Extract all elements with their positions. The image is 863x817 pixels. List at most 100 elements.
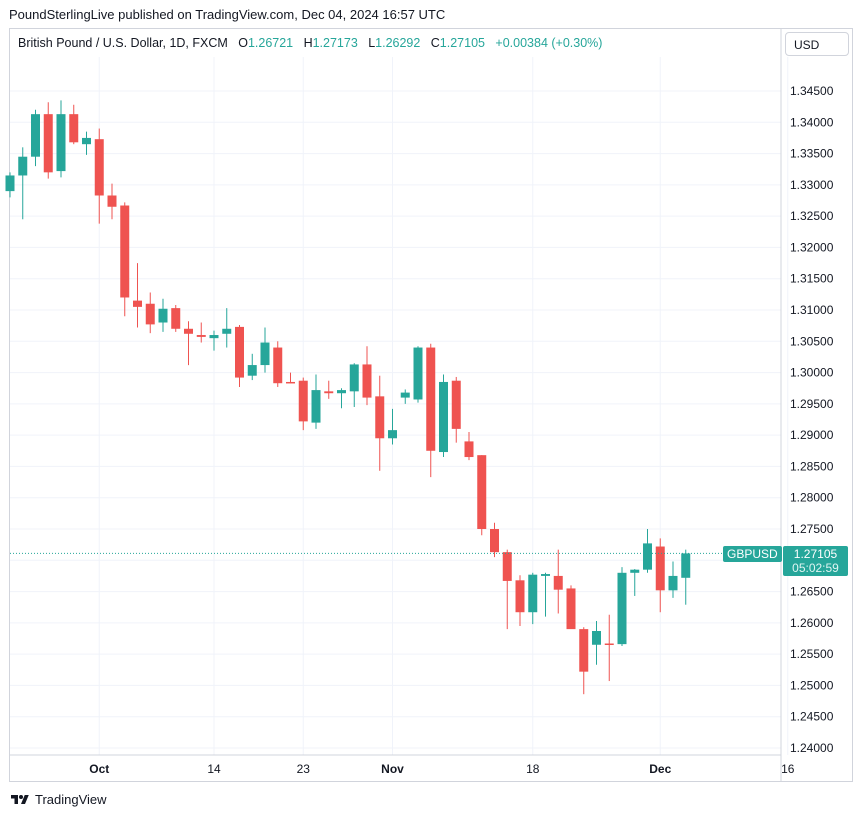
candle-body — [82, 137, 91, 145]
price-axis: 1.24000 1.24500 1.25000 1.25500 1.26000 1.265… — [780, 28, 834, 782]
candle-body — [286, 381, 295, 384]
grid-lines — [10, 57, 789, 755]
bar-countdown: 05:02:59 — [792, 561, 839, 575]
candle-body — [362, 364, 372, 398]
low-value: 1.26292 — [375, 36, 421, 50]
price-tick-label: 1.33000 — [790, 178, 834, 192]
candle-body — [196, 335, 206, 337]
candle-body — [426, 347, 436, 451]
price-tick-label: 1.31500 — [790, 272, 834, 286]
price-tick-label: 1.31000 — [790, 303, 834, 317]
price-tick-label: 1.34000 — [790, 115, 834, 129]
currency-button[interactable]: USD — [785, 32, 849, 56]
candle-body — [655, 546, 665, 591]
candle-body — [5, 175, 15, 192]
candle-body — [324, 391, 334, 394]
footer-branding[interactable]: TradingView — [10, 792, 107, 807]
price-tick-label: 1.26000 — [790, 616, 834, 630]
candle-body — [400, 392, 410, 398]
candle-body — [171, 308, 181, 329]
candle-body — [94, 139, 104, 196]
price-tick-label: 1.32000 — [790, 240, 834, 254]
candle-body — [311, 390, 321, 423]
time-tick-label: 16 — [781, 762, 795, 776]
tradingview-logo-icon — [11, 794, 29, 804]
open-label: O — [238, 36, 248, 50]
last-price-value: 1.27105 — [793, 547, 838, 561]
candle-body — [566, 588, 576, 630]
candle-body — [464, 441, 474, 458]
candle-body — [668, 575, 678, 591]
price-tick-label: 1.26500 — [790, 585, 834, 599]
candle-body — [515, 580, 525, 613]
candle-body — [541, 574, 550, 576]
candle-body — [69, 114, 79, 143]
candle-body — [349, 364, 359, 392]
candle-body — [502, 552, 512, 581]
time-axis: Oct 14 23 Nov 18 Dec 16 — [9, 754, 795, 776]
price-tick-label: 1.30000 — [790, 366, 834, 380]
price-tick-label: 1.30500 — [790, 334, 834, 348]
chart-frame[interactable] — [9, 28, 853, 782]
candle-body — [490, 529, 499, 553]
candle-body — [528, 574, 538, 613]
time-tick-label: Dec — [649, 762, 671, 776]
candle-body — [56, 114, 66, 172]
price-tick-label: 1.25000 — [790, 678, 834, 692]
price-tick-label: 1.32500 — [790, 209, 834, 223]
low-label: L — [368, 36, 376, 50]
candle-body — [31, 114, 40, 157]
price-tick-label: 1.24000 — [790, 741, 834, 755]
price-tick-label: 1.28500 — [790, 459, 834, 473]
candle-body — [273, 347, 283, 384]
candles — [5, 100, 691, 695]
price-tick-label: 1.34500 — [790, 84, 834, 98]
change-value: +0.00384 (+0.30%) — [495, 36, 603, 50]
candle-body — [681, 553, 691, 578]
candle-body — [235, 326, 244, 378]
candle-body — [298, 380, 308, 422]
symbol-description: British Pound / U.S. Dollar, 1D, FXCM — [18, 36, 228, 50]
candle-body — [477, 455, 487, 529]
symbol-legend: British Pound / U.S. Dollar, 1D, FXCM O1… — [18, 36, 602, 50]
price-tick-label: 1.33500 — [790, 147, 834, 161]
candle-body — [133, 300, 142, 307]
candle-body — [643, 543, 652, 570]
time-tick-label: Nov — [381, 762, 404, 776]
candle-body — [553, 575, 563, 590]
candle-body — [375, 396, 385, 439]
candle-body — [439, 381, 448, 453]
high-label: H — [303, 36, 313, 50]
candle-body — [18, 156, 28, 176]
footer-brand-text: TradingView — [35, 792, 107, 807]
time-tick-label: 14 — [207, 762, 221, 776]
open-value: 1.26721 — [247, 36, 294, 50]
time-tick-label: 23 — [297, 762, 311, 776]
price-tick-label: 1.24500 — [790, 710, 834, 724]
published-line: PoundSterlingLive published on TradingVi… — [9, 7, 446, 22]
candle-body — [617, 572, 627, 645]
candle-body — [337, 390, 346, 394]
price-tick-label: 1.27500 — [790, 522, 834, 536]
candle-body — [413, 347, 423, 400]
time-tick-label: Oct — [89, 762, 109, 776]
candle-body — [630, 569, 640, 573]
candle-body — [107, 195, 117, 207]
candle-body — [247, 365, 257, 376]
candle-body — [120, 205, 130, 298]
price-tick-label: 1.29000 — [790, 428, 834, 442]
candle-body — [451, 380, 461, 429]
candle-body — [43, 114, 53, 173]
candle-body — [158, 308, 168, 323]
symbol-price-tag: GBPUSD — [723, 546, 782, 562]
candle-body — [184, 328, 193, 334]
candle-body — [209, 335, 219, 339]
last-price-label: 1.27105 05:02:59 — [783, 546, 848, 576]
close-label: C — [430, 36, 440, 50]
candle-body — [592, 630, 601, 645]
time-tick-label: 18 — [526, 762, 540, 776]
price-tick-label: 1.28000 — [790, 491, 834, 505]
candle-body — [260, 342, 270, 366]
candle-body — [388, 430, 397, 439]
